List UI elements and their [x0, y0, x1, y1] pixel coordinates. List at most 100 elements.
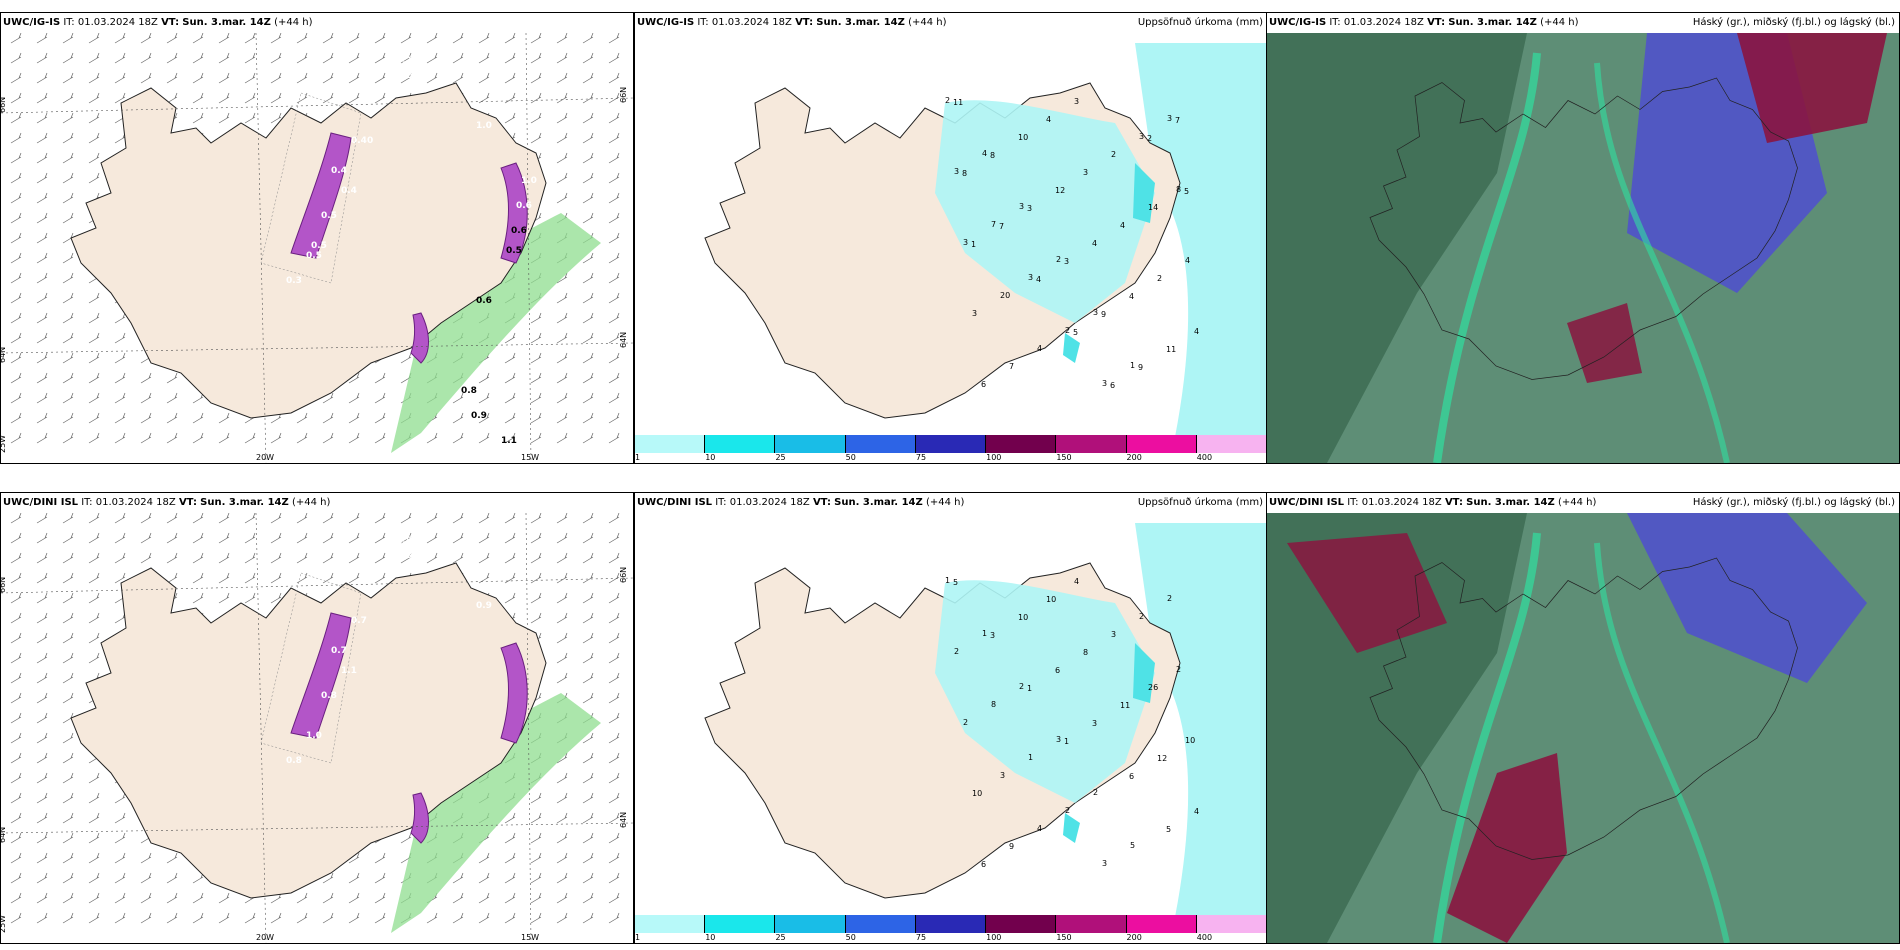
wind-barb — [36, 513, 48, 524]
snow-depth-label: 0.2 — [396, 71, 412, 81]
wind-barb — [114, 872, 126, 884]
wind-barb — [62, 172, 74, 184]
precip-value-label: 1 — [945, 576, 950, 585]
axis-label: 20W — [256, 453, 274, 462]
precip-value-label: 3 — [1074, 97, 1079, 106]
wind-barb — [374, 513, 386, 524]
panel-header: UWC/DINI ISL IT: 01.03.2024 18Z VT: Sun.… — [1, 493, 633, 513]
wind-barb — [556, 513, 568, 524]
wind-barb — [10, 312, 22, 324]
wind-barb — [608, 152, 620, 164]
wind-barb — [10, 332, 22, 344]
wind-barb — [140, 372, 152, 384]
wind-barb — [582, 292, 594, 304]
wind-barb — [348, 52, 360, 64]
wind-barb — [218, 513, 230, 524]
wind-barb — [140, 52, 152, 64]
colorbar-tick-label: 150 — [1056, 933, 1072, 942]
wind-barb — [608, 892, 620, 904]
wind-barb — [556, 432, 568, 444]
snow-area — [410, 312, 429, 364]
latitude-line — [1, 97, 633, 114]
wind-barb — [556, 352, 568, 364]
wind-barb — [296, 432, 308, 444]
wind-barb — [10, 532, 22, 544]
wind-barb — [88, 772, 100, 784]
wind-barb — [36, 852, 48, 864]
wind-barb — [374, 392, 386, 404]
precip-value-label: 5 — [953, 578, 958, 587]
wind-barb — [192, 892, 204, 904]
colorbar-swatch — [1196, 435, 1267, 453]
precip-value-label: 26 — [1148, 683, 1158, 692]
wind-barb — [218, 33, 230, 44]
wind-barb — [582, 252, 594, 264]
wind-barb — [10, 792, 22, 804]
precip-value-label: 4 — [1185, 256, 1190, 265]
low-cloud-area — [1567, 303, 1642, 383]
wind-barb — [88, 52, 100, 64]
wind-barb — [296, 72, 308, 84]
precip-value-label: 6 — [1055, 666, 1060, 675]
wind-barb — [166, 892, 178, 904]
wind-barb — [36, 72, 48, 84]
wind-barb — [322, 412, 334, 424]
wind-barb — [348, 552, 360, 564]
wind-barb — [452, 532, 464, 544]
wind-barb — [114, 572, 126, 584]
precip-value-label: 2 — [1139, 612, 1144, 621]
wind-barb — [62, 332, 74, 344]
wind-barb — [88, 72, 100, 84]
wind-barb — [348, 92, 360, 104]
precip-value-label: 1 — [971, 240, 976, 249]
wind-barb — [608, 592, 620, 604]
wind-barb — [608, 412, 620, 424]
wind-barb — [608, 552, 620, 564]
wind-barb — [62, 532, 74, 544]
snow-depth-label: 1.0 — [306, 731, 322, 741]
precip-area — [935, 580, 1155, 803]
it-label: IT: — [715, 497, 727, 508]
wind-barb — [244, 592, 256, 604]
precip-value-label: 2 — [1093, 788, 1098, 797]
wind-barb — [114, 352, 126, 364]
wind-barb — [556, 652, 568, 664]
wind-barb — [10, 392, 22, 404]
longitude-line — [525, 33, 532, 463]
wind-barb — [530, 432, 542, 444]
wind-barb — [140, 33, 152, 44]
cloud-map — [1267, 513, 1899, 943]
wind-barb — [10, 572, 22, 584]
wind-barb — [478, 513, 490, 524]
wind-barb — [218, 52, 230, 64]
axis-label: 20W — [256, 933, 274, 942]
coastline — [1369, 77, 1798, 380]
precip-value-label: 12 — [1055, 186, 1065, 195]
wind-barb — [244, 572, 256, 584]
axis-label: 25W — [1, 915, 7, 933]
wind-barb — [192, 52, 204, 64]
precip-value-label: 7 — [1175, 116, 1180, 125]
wind-barb — [582, 332, 594, 344]
vt-label: VT: — [795, 17, 814, 28]
wind-barb — [322, 72, 334, 84]
low-cloud-area — [1737, 33, 1887, 143]
valid-time: Sun. 3.mar. 14Z — [834, 497, 923, 508]
wind-barb — [478, 872, 490, 884]
precip-value-label: 9 — [1009, 842, 1014, 851]
wind-barb — [36, 692, 48, 704]
wind-barb — [10, 632, 22, 644]
precip-value-label: 2 — [1167, 594, 1172, 603]
wind-barb — [608, 852, 620, 864]
colorbar-tick-label: 10 — [705, 453, 716, 462]
wind-barb — [62, 252, 74, 264]
wind-barb — [504, 52, 516, 64]
wind-barb — [478, 92, 490, 104]
colorbar-swatch — [635, 435, 706, 453]
wind-barb — [10, 652, 22, 664]
colorbar-tick-label: 100 — [986, 453, 1002, 462]
wind-barb — [452, 33, 464, 44]
latitude-line — [1, 577, 633, 594]
valid-time: Sun. 3.mar. 14Z — [182, 17, 271, 28]
wind-barb — [608, 692, 620, 704]
